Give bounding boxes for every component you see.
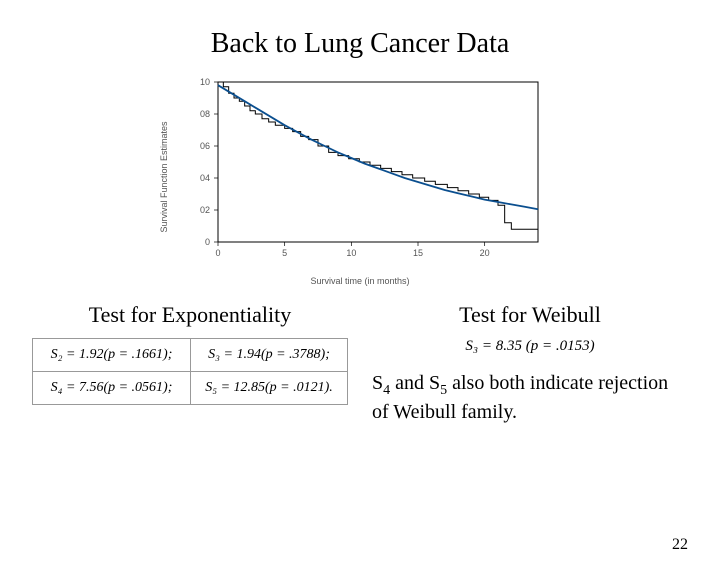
weibull-note: S4 and S5 also both indicate rejection o… [372,371,688,425]
survival-chart: Survival Function Estimates 002040608100… [170,72,550,282]
svg-text:15: 15 [413,248,423,258]
svg-text:0: 0 [215,248,220,258]
results-columns: Test for Exponentiality S₂ = 1.92(p = .1… [0,302,720,425]
svg-text:5: 5 [282,248,287,258]
weibull-stat: S₃ = 8.35 (p = .0153) [372,338,688,355]
exponentiality-column: Test for Exponentiality S₂ = 1.92(p = .1… [32,302,348,405]
svg-text:10: 10 [346,248,356,258]
stat-cell: S₄ = 7.56(p = .0561); [33,371,190,404]
page-number: 22 [672,536,688,554]
page-title: Back to Lung Cancer Data [0,28,720,60]
stat-cell: S₅ = 12.85(p = .0121). [190,371,347,404]
exponentiality-table: S₂ = 1.92(p = .1661); S₃ = 1.94(p = .378… [32,338,348,405]
weibull-column: Test for Weibull S₃ = 8.35 (p = .0153) S… [372,302,688,425]
weibull-heading: Test for Weibull [372,302,688,328]
svg-text:04: 04 [200,173,210,183]
svg-text:02: 02 [200,205,210,215]
exponentiality-heading: Test for Exponentiality [32,302,348,328]
svg-text:06: 06 [200,141,210,151]
svg-text:20: 20 [480,248,490,258]
chart-canvas: 0 02 04 06 08 10 0 5 10 15 20 [170,72,550,282]
stat-cell: S₂ = 1.92(p = .1661); [33,339,190,371]
x-axis-label: Survival time (in months) [310,276,409,286]
svg-text:0: 0 [205,237,210,247]
y-axis-label: Survival Function Estimates [159,121,169,232]
stat-cell: S₃ = 1.94(p = .3788); [190,339,347,371]
svg-text:10: 10 [200,77,210,87]
svg-text:08: 08 [200,109,210,119]
